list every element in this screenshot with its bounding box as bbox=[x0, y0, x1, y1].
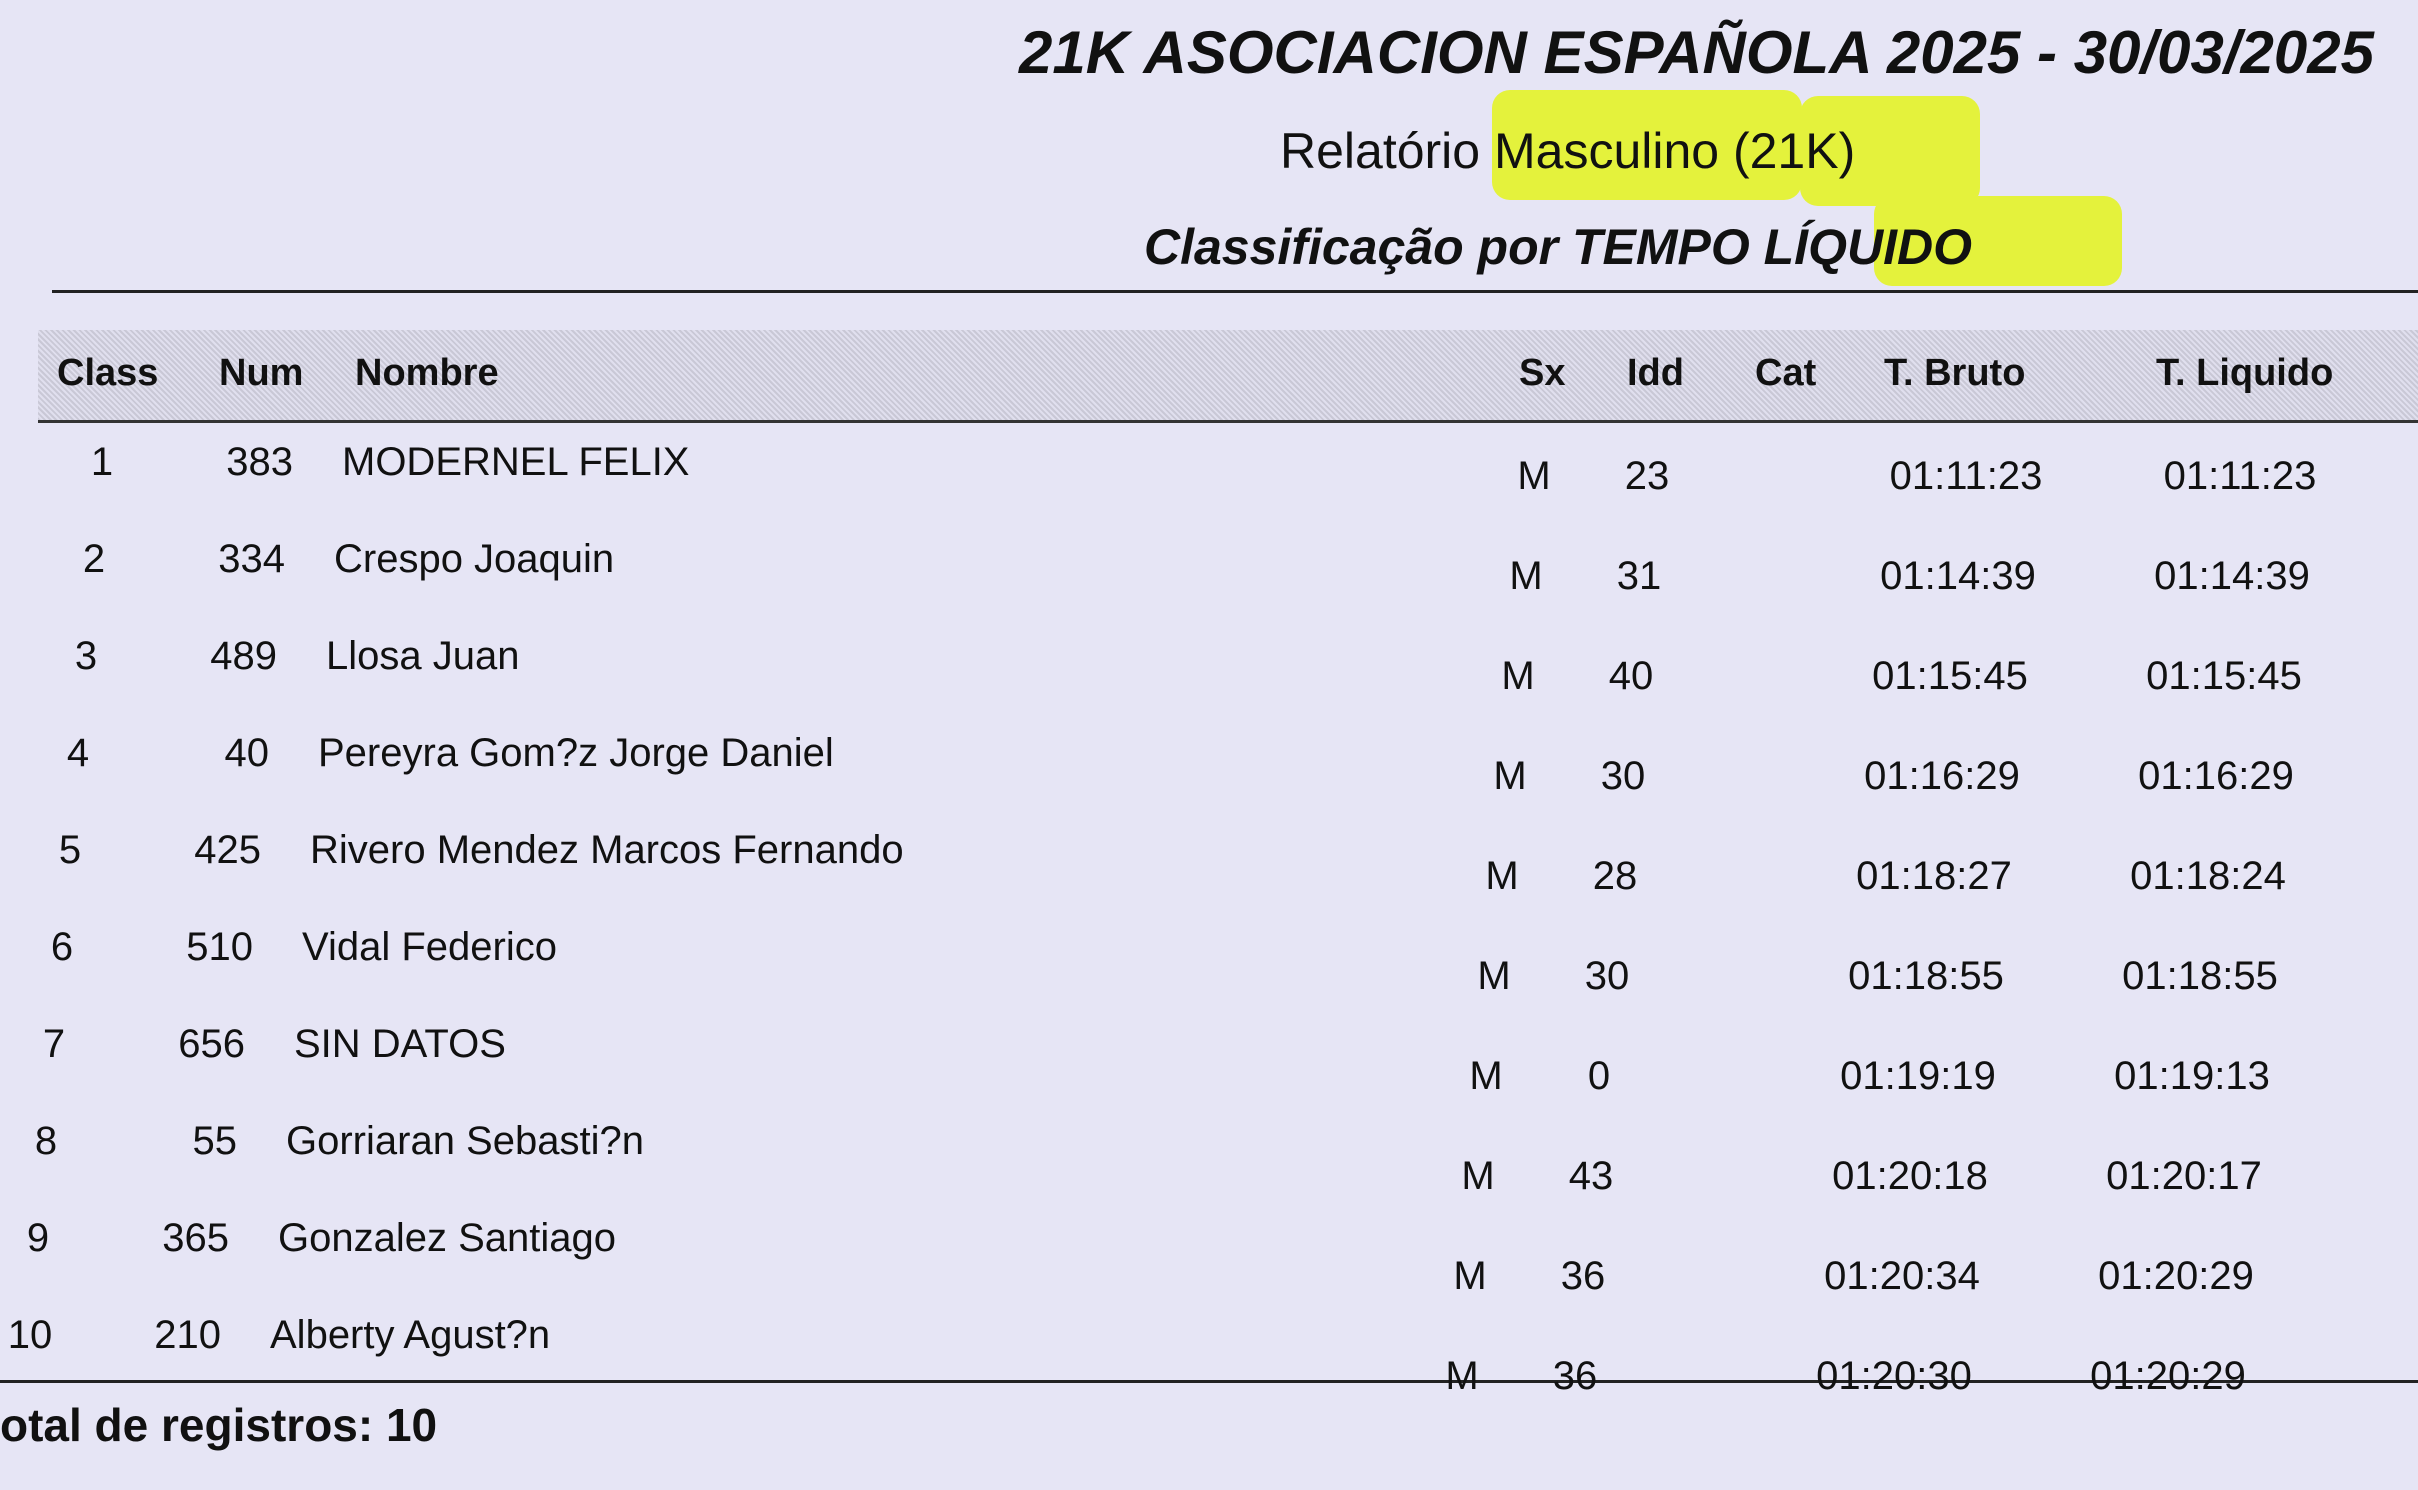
cell-sx: M bbox=[1493, 754, 1527, 798]
highlight bbox=[1800, 96, 1980, 206]
cell-sx: M bbox=[1485, 854, 1519, 898]
cell-sx: M bbox=[1469, 1054, 1503, 1098]
cell-t-liquido: 01:15:45 bbox=[2146, 654, 2302, 698]
highlight bbox=[1874, 196, 2122, 286]
cell-class: 7 bbox=[42, 1022, 66, 1066]
rule bbox=[52, 290, 2418, 293]
column-header: Idd bbox=[1627, 352, 1684, 394]
cell-class: 6 bbox=[50, 925, 74, 969]
column-header: T. Liquido bbox=[2156, 352, 2334, 394]
cell-t-liquido: 01:20:29 bbox=[2090, 1354, 2246, 1398]
cell-num: 510 bbox=[186, 925, 253, 969]
cell-idd: 36 bbox=[1552, 1354, 1598, 1398]
cell-idd: 40 bbox=[1608, 654, 1654, 698]
cell-class: 2 bbox=[82, 537, 106, 581]
cell-class: 3 bbox=[74, 634, 98, 678]
column-header: T. Bruto bbox=[1884, 352, 2026, 394]
cell-sx: M bbox=[1453, 1254, 1487, 1298]
cell-t-liquido: 01:14:39 bbox=[2154, 554, 2310, 598]
cell-t-bruto: 01:20:34 bbox=[1824, 1254, 1980, 1298]
cell-t-bruto: 01:20:30 bbox=[1816, 1354, 1972, 1398]
cell-sx: M bbox=[1445, 1354, 1479, 1398]
cell-sx: M bbox=[1461, 1154, 1495, 1198]
cell-class: 10 bbox=[7, 1313, 53, 1357]
header-band bbox=[38, 330, 2418, 423]
cell-num: 656 bbox=[178, 1022, 245, 1066]
cell-t-liquido: 01:19:13 bbox=[2114, 1054, 2270, 1098]
title: 21K ASOCIACION ESPAÑOLA 2025 - 30/03/202… bbox=[1019, 19, 2374, 86]
column-header: Num bbox=[219, 352, 304, 394]
subtitle: Relatório Masculino (21K) bbox=[1280, 123, 1856, 179]
cell-idd: 30 bbox=[1600, 754, 1646, 798]
column-header: Nombre bbox=[355, 352, 499, 394]
highlight bbox=[1492, 90, 1802, 200]
cell-nombre: Alberty Agust?n bbox=[270, 1313, 551, 1357]
cell-nombre: SIN DATOS bbox=[294, 1022, 506, 1066]
cell-num: 489 bbox=[210, 634, 277, 678]
cell-num: 365 bbox=[162, 1216, 229, 1260]
cell-class: 1 bbox=[90, 440, 114, 484]
cell-t-liquido: 01:18:24 bbox=[2130, 854, 2286, 898]
cell-idd: 23 bbox=[1624, 454, 1670, 498]
cell-num: 55 bbox=[192, 1119, 238, 1163]
cell-idd: 31 bbox=[1616, 554, 1662, 598]
cell-sx: M bbox=[1501, 654, 1535, 698]
cell-idd: 36 bbox=[1560, 1254, 1606, 1298]
column-header: Sx bbox=[1519, 352, 1566, 394]
cell-class: 8 bbox=[34, 1119, 58, 1163]
cell-t-liquido: 01:11:23 bbox=[2163, 454, 2317, 498]
cell-t-bruto: 01:18:55 bbox=[1848, 954, 2004, 998]
cell-t-liquido: 01:20:29 bbox=[2098, 1254, 2254, 1298]
cell-class: 4 bbox=[66, 731, 90, 775]
cell-nombre: Gonzalez Santiago bbox=[278, 1216, 617, 1260]
cell-t-bruto: 01:18:27 bbox=[1856, 854, 2012, 898]
rule bbox=[0, 1380, 2418, 1383]
cell-sx: M bbox=[1477, 954, 1511, 998]
cell-num: 383 bbox=[226, 440, 293, 484]
cell-idd: 30 bbox=[1584, 954, 1630, 998]
cell-t-bruto: 01:20:18 bbox=[1832, 1154, 1988, 1198]
cell-t-bruto: 01:15:45 bbox=[1872, 654, 2028, 698]
cell-t-bruto: 01:14:39 bbox=[1880, 554, 2036, 598]
cell-nombre: MODERNEL FELIX bbox=[342, 440, 690, 484]
cell-class: 9 bbox=[26, 1216, 50, 1260]
column-header: Class bbox=[57, 352, 159, 394]
cell-nombre: Rivero Mendez Marcos Fernando bbox=[310, 828, 904, 872]
pen-mark bbox=[0, 0, 207, 3]
cell-num: 334 bbox=[218, 537, 285, 581]
cell-t-liquido: 01:20:17 bbox=[2106, 1154, 2262, 1198]
heading: Classificação por TEMPO LÍQUIDO bbox=[1144, 219, 1972, 275]
cell-sx: M bbox=[1517, 454, 1551, 498]
cell-class: 5 bbox=[58, 828, 82, 872]
cell-idd: 0 bbox=[1587, 1054, 1611, 1098]
cell-idd: 28 bbox=[1592, 854, 1638, 898]
cell-t-bruto: 01:19:19 bbox=[1840, 1054, 1996, 1098]
cell-t-liquido: 01:18:55 bbox=[2122, 954, 2278, 998]
cell-t-liquido: 01:16:29 bbox=[2138, 754, 2294, 798]
footer: otal de registros: 10 bbox=[0, 1399, 438, 1451]
cell-num: 40 bbox=[224, 731, 270, 775]
cell-sx: M bbox=[1509, 554, 1543, 598]
cell-nombre: Vidal Federico bbox=[302, 925, 557, 969]
column-header: Cat bbox=[1755, 352, 1817, 394]
cell-num: 210 bbox=[154, 1313, 221, 1357]
cell-idd: 43 bbox=[1568, 1154, 1614, 1198]
cell-num: 425 bbox=[194, 828, 261, 872]
cell-nombre: Pereyra Gom?z Jorge Daniel bbox=[318, 731, 834, 775]
cell-nombre: Gorriaran Sebasti?n bbox=[286, 1119, 644, 1163]
cell-nombre: Llosa Juan bbox=[326, 634, 520, 678]
cell-t-bruto: 01:11:23 bbox=[1889, 454, 2043, 498]
cell-nombre: Crespo Joaquin bbox=[334, 537, 615, 581]
cell-t-bruto: 01:16:29 bbox=[1864, 754, 2020, 798]
